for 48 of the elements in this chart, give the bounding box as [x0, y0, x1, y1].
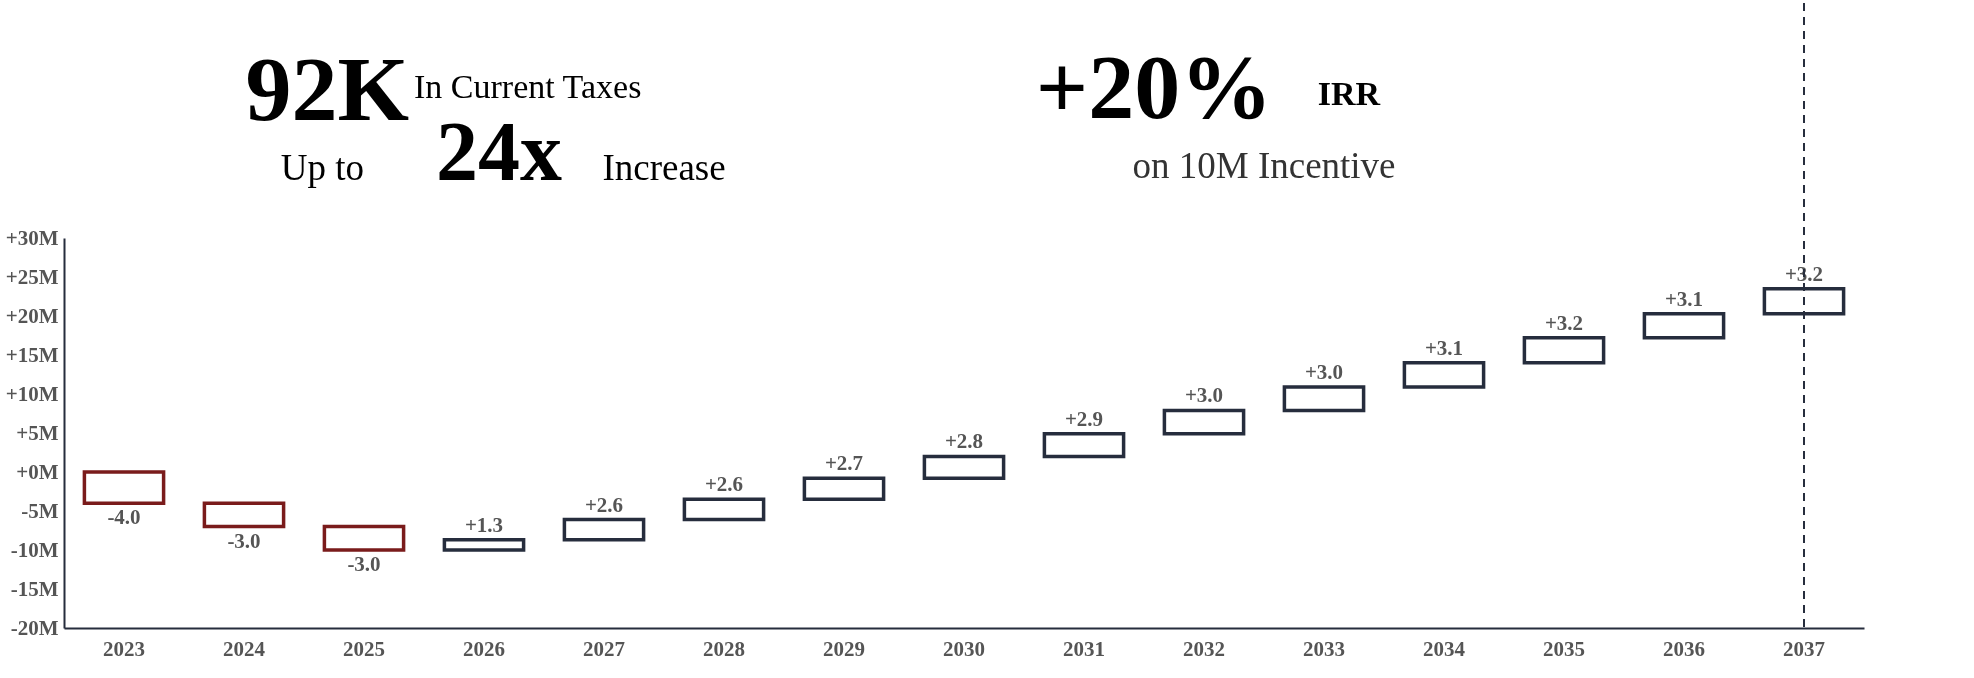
y-tick-label: +5M: [16, 420, 59, 445]
text: Up to: [280, 147, 364, 188]
x-tick-label: 2026: [463, 636, 505, 661]
data-label: -4.0: [107, 505, 141, 530]
text: IRR: [1317, 75, 1381, 112]
x-tick-label: 2030: [943, 636, 985, 661]
text: 92K: [245, 38, 409, 140]
x-tick-label: 2024: [223, 636, 266, 661]
data-label: +3.0: [1304, 359, 1344, 384]
text: In Current Taxes: [414, 68, 642, 105]
x-tick-label: 2035: [1543, 636, 1585, 661]
data-label: +2.8: [944, 429, 984, 454]
data-label: +3.2: [1544, 310, 1584, 335]
x-tick-label: 2037: [1783, 636, 1825, 661]
x-tick-label: 2027: [583, 636, 625, 661]
y-tick-label: -15M: [10, 576, 59, 601]
text: on 10M Incentive: [1132, 145, 1396, 186]
data-label: -3.0: [227, 528, 261, 553]
data-label: +1.3: [464, 512, 504, 537]
y-tick-label: +0M: [16, 459, 59, 484]
x-tick-label: 2025: [343, 636, 385, 661]
y-tick-label: +20M: [5, 303, 59, 328]
x-tick-label: 2034: [1423, 636, 1466, 661]
x-tick-label: 2031: [1063, 636, 1105, 661]
data-label: +3.1: [1664, 286, 1704, 311]
y-tick-label: -10M: [10, 537, 59, 562]
y-tick-label: +15M: [5, 342, 59, 367]
data-label: -3.0: [347, 552, 381, 576]
data-label: +2.7: [824, 451, 864, 476]
y-tick-label: +30M: [5, 225, 59, 250]
data-label: +2.6: [704, 472, 744, 497]
x-tick-label: 2032: [1183, 636, 1225, 661]
x-tick-label: 2036: [1663, 636, 1705, 661]
text: 24x: [436, 105, 562, 198]
data-label: +2.6: [584, 492, 624, 517]
x-tick-label: 2028: [703, 636, 745, 661]
data-label: +2.9: [1064, 406, 1104, 431]
x-tick-label: 2033: [1303, 636, 1345, 661]
text: Increase: [602, 147, 726, 188]
y-tick-label: +10M: [5, 381, 59, 406]
x-tick-label: 2023: [103, 636, 145, 661]
y-tick-label: -5M: [21, 498, 59, 523]
data-label: +3.1: [1424, 335, 1464, 360]
y-tick-label: +25M: [5, 264, 59, 289]
text: +20%: [1035, 36, 1273, 138]
x-tick-label: 2029: [823, 636, 865, 661]
data-label: +3.0: [1184, 383, 1224, 408]
y-tick-label: -20M: [10, 615, 59, 640]
